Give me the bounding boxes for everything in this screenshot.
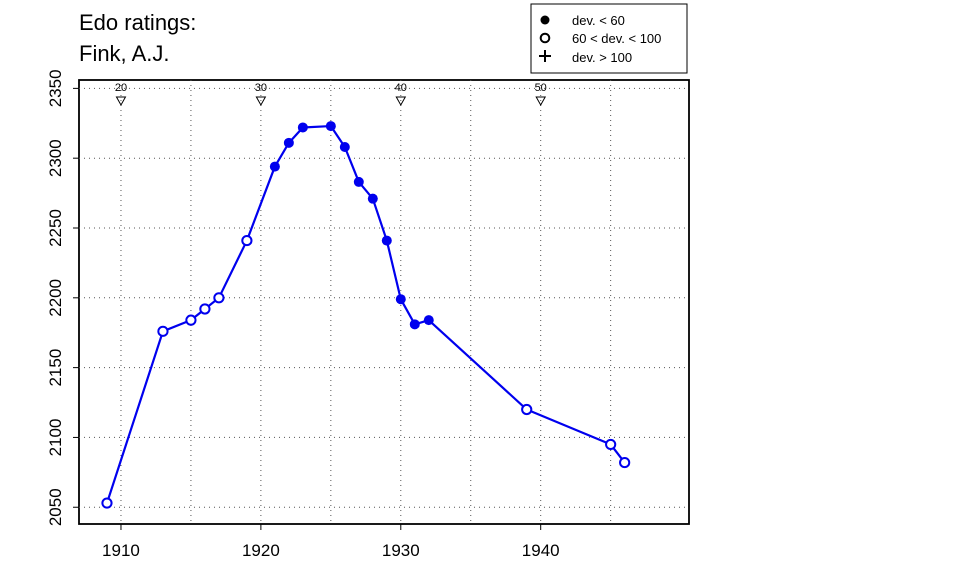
- legend-filled-circle-icon: [540, 15, 550, 25]
- age-marker-label: 50: [535, 82, 547, 94]
- x-tick-label: 1920: [242, 541, 280, 560]
- x-tick-label: 1940: [522, 541, 560, 560]
- data-point-filled: [353, 176, 364, 187]
- legend-entry-filled: dev. < 60: [540, 13, 625, 28]
- data-point-filled: [367, 193, 378, 204]
- data-point-filled: [269, 161, 280, 172]
- age-marker-label: 40: [395, 82, 407, 94]
- chart-subtitle: Fink, A.J.: [79, 41, 169, 66]
- data-point-filled: [395, 294, 406, 305]
- data-point-filled: [381, 235, 392, 246]
- data-point-open: [213, 292, 225, 304]
- y-tick-label: 2250: [46, 209, 65, 247]
- data-point-filled: [409, 319, 420, 330]
- series-ratings: [101, 121, 631, 509]
- y-tick-label: 2050: [46, 488, 65, 526]
- data-point-open: [521, 403, 533, 416]
- data-point-filled: [325, 121, 336, 132]
- age-marker-label: 30: [255, 82, 267, 94]
- x-tick-label: 1910: [102, 541, 140, 560]
- y-axis: 2050 2100 2150 2200 2250 2300 2350: [46, 69, 79, 526]
- age-marker-triangle-icon: [255, 96, 267, 107]
- data-point-open: [101, 497, 113, 509]
- data-point-open: [185, 314, 197, 326]
- y-tick-label: 2100: [46, 419, 65, 457]
- legend-box: [530, 3, 688, 74]
- y-tick-label: 2350: [46, 69, 65, 107]
- data-point-open: [241, 234, 253, 247]
- y-tick-label: 2150: [46, 349, 65, 387]
- y-tick-label: 2300: [46, 139, 65, 177]
- data-point-open: [605, 438, 617, 451]
- series-line: [105, 124, 626, 504]
- legend-label: 60 < dev. < 100: [572, 31, 661, 46]
- x-tick-label: 1930: [382, 541, 420, 560]
- plot-frame: [78, 79, 690, 525]
- data-point-open: [199, 303, 211, 315]
- legend-entry-plus: dev. > 100: [539, 50, 632, 65]
- data-point-filled: [283, 137, 294, 148]
- legend-plus-icon: [539, 50, 551, 62]
- legend-label: dev. < 60: [572, 13, 625, 28]
- age-marker-label: 20: [115, 82, 127, 94]
- legend: dev. < 60 60 < dev. < 100 dev. > 100: [530, 3, 688, 74]
- age-marker-triangle-icon: [535, 96, 547, 107]
- age-markers: 20 30 40 50: [115, 82, 547, 107]
- x-axis: 1910 1920 1930 1940: [102, 524, 560, 560]
- data-point-filled: [423, 315, 434, 326]
- data-point-filled: [297, 122, 308, 133]
- legend-entry-open: 60 < dev. < 100: [539, 31, 661, 46]
- age-marker-triangle-icon: [395, 96, 407, 107]
- age-marker-triangle-icon: [115, 96, 127, 107]
- legend-open-circle-icon: [539, 32, 551, 44]
- data-point-open: [157, 325, 169, 337]
- chart-title: Edo ratings:: [79, 10, 196, 35]
- legend-label: dev. > 100: [572, 50, 632, 65]
- data-point-filled: [339, 142, 350, 153]
- grid: [79, 80, 689, 524]
- y-tick-label: 2200: [46, 279, 65, 317]
- data-point-open: [619, 456, 631, 469]
